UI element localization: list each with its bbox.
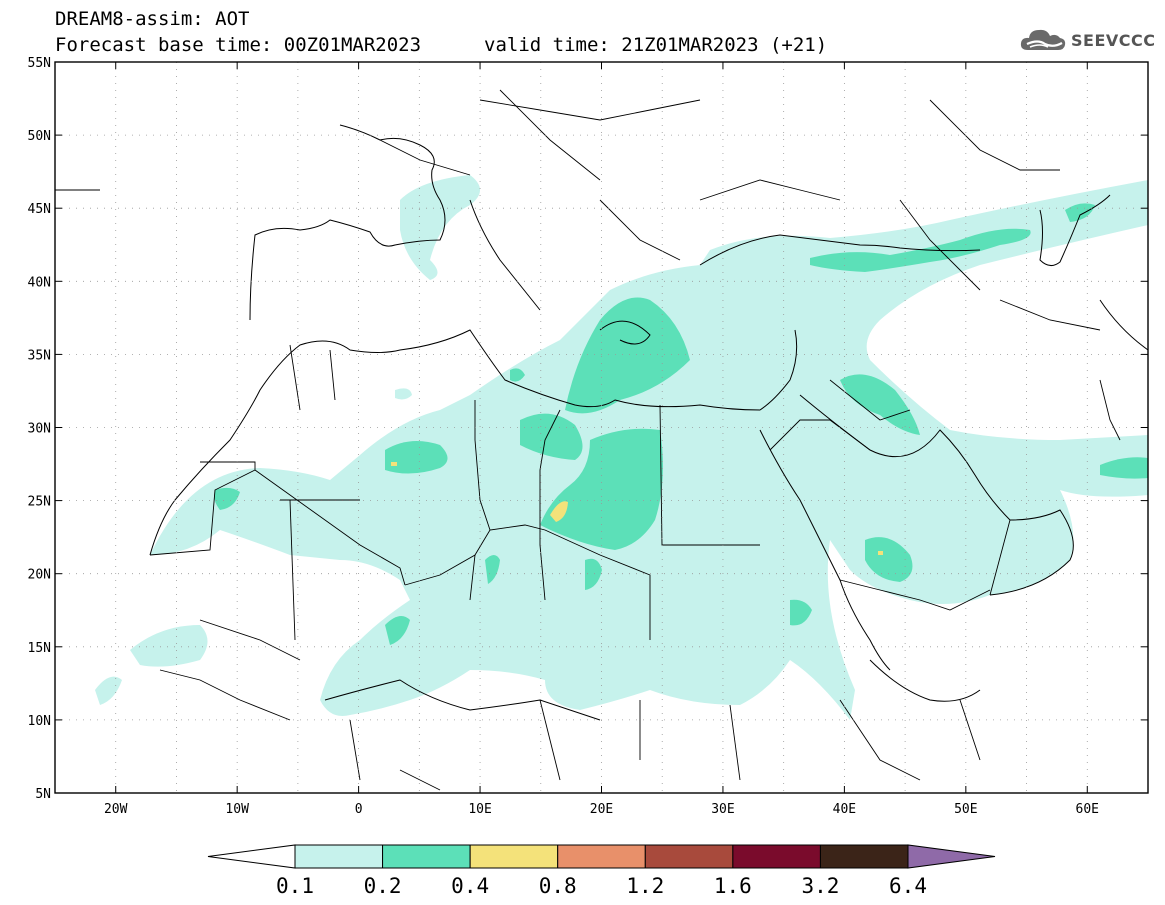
gridlines — [55, 62, 1148, 793]
lat-label: 40N — [28, 275, 51, 290]
lon-label: 40E — [833, 802, 856, 817]
colorbar-label: 1.2 — [626, 874, 664, 898]
aot-level-0.2-0.4 — [214, 203, 1148, 645]
logo-text: SEEVCCC — [1071, 30, 1156, 50]
colorbar-lower-extension — [207, 844, 296, 869]
lon-label: 60E — [1076, 802, 1099, 817]
colorbar-box — [469, 844, 559, 869]
seevccc-logo: SEEVCCC — [1018, 26, 1156, 54]
forecast-base-time: Forecast base time: 00Z01MAR2023 — [55, 34, 422, 56]
lat-label: 10N — [28, 714, 51, 729]
colorbar-label: 0.4 — [451, 874, 489, 898]
lon-label: 30E — [711, 802, 734, 817]
colorbar-box — [382, 844, 471, 869]
colorbar-box — [557, 844, 646, 869]
colorbar-upper-extension — [907, 844, 996, 869]
lat-label: 25N — [28, 495, 51, 510]
lon-label: 10W — [225, 802, 249, 817]
latitude-labels: 55N 50N 45N 40N 35N 30N 25N 20N 15N 10N 5N — [28, 56, 1148, 802]
aot-level-0.4-0.8 — [391, 462, 883, 555]
colorbar-box — [819, 844, 909, 869]
colorbar: 0.1 0.2 0.4 0.8 1.2 1.6 3.2 6.4 — [207, 844, 996, 898]
colorbar-label: 3.2 — [801, 874, 839, 898]
lat-label: 45N — [28, 202, 51, 217]
colorbar-box — [294, 844, 384, 869]
lat-label: 30N — [28, 422, 51, 437]
lon-label: 10E — [468, 802, 491, 817]
map-title: DREAM8-assim: AOT — [55, 8, 250, 30]
colorbar-box — [644, 844, 734, 869]
colorbar-label: 0.8 — [539, 874, 577, 898]
colorbar-label: 0.2 — [364, 874, 402, 898]
aot-field — [95, 175, 1148, 720]
valid-time: valid time: 21Z01MAR2023 (+21) — [484, 34, 828, 56]
coastlines — [55, 124, 1148, 721]
lat-label: 50N — [28, 129, 51, 144]
lat-label: 5N — [35, 787, 51, 802]
longitude-labels: 20W 10W 0 10E 20E 30E 40E 50E 60E — [104, 62, 1099, 817]
lon-label: 20W — [104, 802, 128, 817]
colorbar-label: 0.1 — [276, 874, 314, 898]
lon-label: 0 — [355, 802, 363, 817]
lat-label: 55N — [28, 56, 51, 71]
colorbar-box — [732, 844, 821, 869]
lat-label: 20N — [28, 568, 51, 583]
lat-label: 35N — [28, 348, 51, 363]
lon-label: 50E — [954, 802, 977, 817]
cloud-icon — [1020, 29, 1066, 50]
lat-label: 15N — [28, 641, 51, 656]
lon-label: 20E — [590, 802, 613, 817]
colorbar-label: 6.4 — [889, 874, 927, 898]
colorbar-label: 1.6 — [714, 874, 752, 898]
